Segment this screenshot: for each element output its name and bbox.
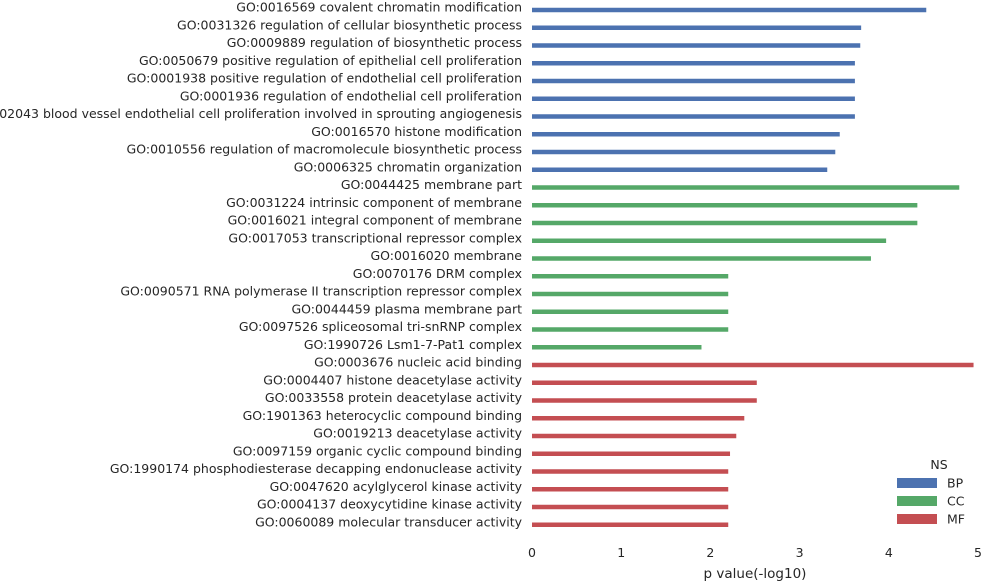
bar-cc: [532, 185, 960, 190]
bar-cc: [532, 274, 729, 279]
bar-mf: [532, 398, 757, 403]
legend-label-mf: MF: [947, 512, 965, 527]
x-axis-ticks: 0 1 2 3 4 5: [528, 545, 982, 560]
bar-mf: [532, 416, 745, 421]
x-tick-label: 4: [885, 545, 893, 560]
bar-mf: [532, 433, 737, 439]
category-label: GO:0047620 acylglycerol kinase activity: [270, 479, 523, 494]
bar-bp: [532, 132, 840, 137]
bar-cc: [532, 309, 729, 314]
bar-bp: [532, 25, 862, 30]
category-label: GO:0033558 protein deacetylase activity: [265, 390, 523, 405]
bar-mf: [532, 487, 729, 492]
legend-swatch-bp: [897, 478, 937, 488]
category-label: GO:0006325 chromatin organization: [294, 159, 522, 174]
bar-cc: [532, 220, 918, 226]
legend-title: NS: [930, 457, 947, 472]
bar-bp: [532, 96, 855, 101]
bar-cc: [532, 238, 887, 243]
bar-cc: [532, 291, 729, 297]
x-tick-label: 2: [706, 545, 714, 560]
bar-bp: [532, 167, 828, 172]
x-tick-label: 0: [528, 545, 536, 560]
category-label: GO:0044459 plasma membrane part: [291, 301, 522, 316]
x-tick-label: 5: [974, 545, 982, 560]
legend: NS BP CC MF: [897, 457, 965, 527]
bar-cc: [532, 327, 729, 332]
category-label: GO:0001936 regulation of endothelial cel…: [180, 88, 522, 103]
category-label: GO:0009889 regulation of biosynthetic pr…: [227, 35, 522, 50]
bar-bp: [532, 114, 855, 119]
x-axis-title: p value(-log10): [704, 566, 807, 582]
category-label: GO:1990726 Lsm1-7-Pat1 complex: [304, 337, 522, 352]
category-labels: GO:0016569 covalent chromatin modificati…: [0, 0, 523, 529]
bar-mf: [532, 504, 729, 510]
bar-mf: [532, 469, 729, 474]
category-label: GO:0050679 positive regulation of epithe…: [139, 53, 522, 68]
category-label: GO:0003676 nucleic acid binding: [314, 355, 522, 370]
category-label: GO:0044425 membrane part: [341, 177, 522, 192]
category-label: GO:0016570 histone modification: [311, 124, 522, 139]
bar-bp: [532, 43, 861, 48]
x-tick-label: 3: [796, 545, 804, 560]
legend-label-cc: CC: [947, 494, 965, 509]
category-label: GO:0001938 positive regulation of endoth…: [127, 71, 522, 86]
bar-bp: [532, 7, 927, 13]
category-label: GO:1990174 phosphodiesterase decapping e…: [110, 461, 523, 476]
bar-bp: [532, 78, 855, 84]
bar-cc: [532, 256, 871, 261]
category-label: GO:1901363 heterocyclic compound binding: [243, 408, 522, 423]
legend-entries: BP CC MF: [897, 476, 965, 527]
legend-swatch-cc: [897, 496, 937, 506]
category-label: GO:0004407 histone deacetylase activity: [263, 372, 522, 387]
bar-mf: [532, 380, 757, 385]
bar-cc: [532, 203, 918, 208]
category-label: GO:0016569 covalent chromatin modificati…: [236, 0, 522, 15]
legend-label-bp: BP: [947, 476, 964, 491]
bars-layer: [532, 7, 974, 527]
category-label: GO:0010556 regulation of macromolecule b…: [127, 142, 522, 157]
bar-cc: [532, 345, 702, 350]
bar-mf: [532, 451, 731, 456]
category-label: GO:0017053 transcriptional repressor com…: [228, 230, 522, 245]
category-label: GO:0097526 spliceosomal tri-snRNP comple…: [239, 319, 522, 334]
category-label: GO:0016020 membrane: [370, 248, 522, 263]
category-label: GO:0090571 RNA polymerase II transcripti…: [120, 284, 522, 299]
category-label: GO:0002043 blood vessel endothelial cell…: [0, 106, 522, 121]
category-label: GO:0070176 DRM complex: [353, 266, 522, 281]
category-label: GO:0060089 molecular transducer activity: [255, 514, 523, 529]
category-label: GO:0016021 integral component of membran…: [228, 213, 523, 228]
category-label: GO:0097159 organic cyclic compound bindi…: [233, 443, 522, 458]
bar-bp: [532, 61, 855, 66]
category-label: GO:0031224 intrinsic component of membra…: [226, 195, 522, 210]
category-label: GO:0004137 deoxycytidine kinase activity: [257, 497, 523, 512]
bar-bp: [532, 149, 836, 155]
legend-swatch-mf: [897, 514, 937, 524]
x-tick-label: 1: [617, 545, 625, 560]
bar-mf: [532, 362, 974, 368]
category-label: GO:0031326 regulation of cellular biosyn…: [177, 17, 522, 32]
category-label: GO:0019213 deacetylase activity: [313, 426, 522, 441]
bar-mf: [532, 522, 729, 527]
